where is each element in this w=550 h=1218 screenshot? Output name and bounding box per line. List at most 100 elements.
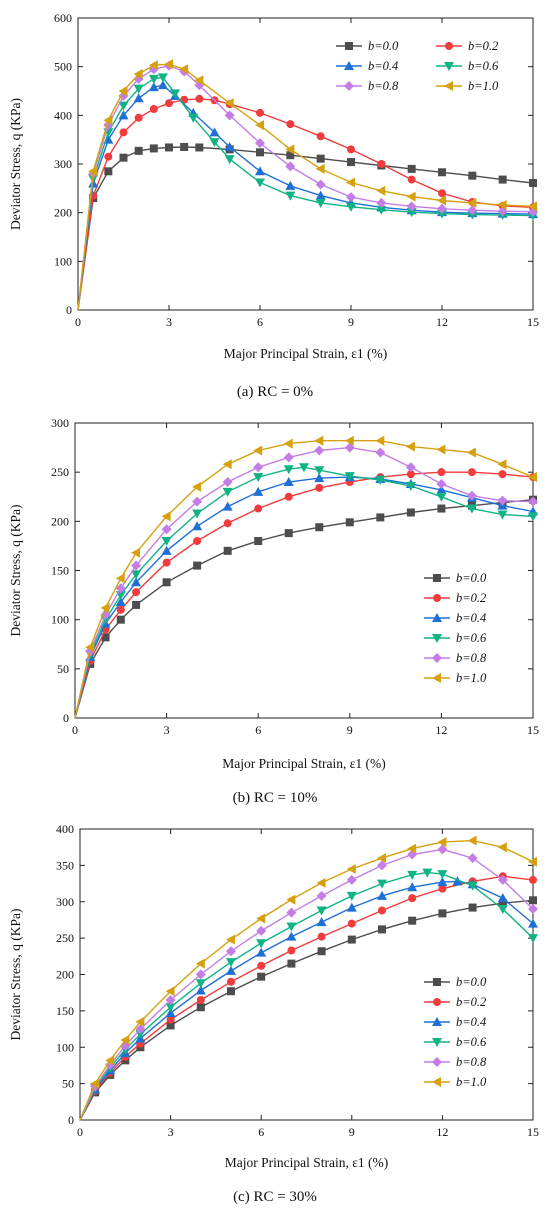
x-tick-label: 15 bbox=[527, 315, 539, 329]
legend-label: b=1.0 bbox=[468, 79, 499, 93]
data-point bbox=[317, 932, 326, 941]
legend-marker bbox=[432, 1017, 442, 1026]
panel-caption: (a) RC = 0% bbox=[237, 384, 313, 400]
data-point bbox=[195, 94, 204, 103]
data-point bbox=[195, 969, 206, 980]
data-point bbox=[283, 452, 294, 463]
data-point bbox=[134, 146, 143, 155]
data-point bbox=[466, 504, 477, 514]
data-point bbox=[497, 199, 507, 210]
data-point bbox=[406, 191, 416, 202]
legend-label: b=0.4 bbox=[456, 1015, 486, 1029]
data-point bbox=[285, 191, 296, 201]
data-point bbox=[467, 205, 478, 216]
data-point bbox=[317, 947, 326, 956]
data-point bbox=[438, 909, 447, 918]
data-point bbox=[195, 143, 204, 152]
x-tick-label: 12 bbox=[436, 315, 448, 329]
series-line bbox=[79, 848, 534, 1121]
legend: b=0.0 b=0.2 b=0.4 b=0.6 b=0.8 b=1.0 bbox=[424, 571, 487, 685]
y-axis-label: Deviator Stress, q (KPa) bbox=[8, 505, 23, 637]
y-tick-label: 600 bbox=[54, 11, 72, 25]
data-point bbox=[157, 80, 168, 90]
data-point bbox=[164, 59, 173, 70]
data-point bbox=[528, 472, 537, 483]
y-tick-label: 500 bbox=[54, 60, 72, 74]
legend-label: b=0.4 bbox=[368, 59, 398, 73]
data-point bbox=[405, 481, 416, 491]
data-point bbox=[255, 120, 264, 131]
data-point bbox=[161, 511, 171, 522]
data-point bbox=[254, 537, 263, 545]
data-point bbox=[284, 529, 293, 538]
y-tick-label: 300 bbox=[54, 157, 72, 171]
data-point bbox=[253, 486, 264, 496]
data-point bbox=[116, 605, 125, 614]
series-line bbox=[77, 146, 534, 311]
data-point bbox=[438, 168, 446, 177]
data-point bbox=[407, 882, 418, 892]
data-point bbox=[131, 560, 142, 571]
data-point bbox=[437, 468, 446, 477]
series-line bbox=[77, 98, 534, 311]
data-point bbox=[133, 93, 144, 103]
series-line bbox=[77, 84, 534, 311]
legend: b=0.0 b=0.2 b=0.4 b=0.6 b=0.8 b=1.0 bbox=[336, 39, 499, 93]
y-tick-label: 200 bbox=[56, 968, 74, 982]
y-tick-label: 250 bbox=[56, 931, 74, 945]
series-line bbox=[74, 471, 534, 719]
data-point bbox=[165, 143, 173, 152]
x-tick-label: 12 bbox=[436, 1125, 448, 1139]
data-point bbox=[315, 198, 326, 208]
y-tick-label: 150 bbox=[56, 1004, 74, 1018]
data-point bbox=[437, 870, 448, 880]
data-point bbox=[286, 931, 297, 941]
y-tick-label: 200 bbox=[51, 514, 69, 528]
data-point bbox=[116, 615, 125, 624]
legend-marker bbox=[432, 1038, 442, 1047]
data-point bbox=[376, 197, 387, 208]
data-point bbox=[346, 202, 356, 212]
series-b=0.8 bbox=[74, 442, 538, 719]
x-tick-label: 9 bbox=[348, 315, 354, 329]
series-b=1.0 bbox=[79, 835, 537, 1121]
data-point bbox=[165, 1003, 176, 1013]
data-point bbox=[436, 444, 446, 455]
data-point bbox=[346, 864, 356, 875]
x-axis-label: Major Principal Strain, ε1 (%) bbox=[224, 346, 388, 361]
data-point bbox=[105, 1055, 115, 1066]
series-line bbox=[77, 63, 534, 311]
y-tick-label: 250 bbox=[51, 465, 69, 479]
data-point bbox=[135, 1024, 146, 1035]
legend-label: b=0.4 bbox=[456, 611, 486, 625]
legend-label: b=1.0 bbox=[456, 1075, 487, 1089]
data-point bbox=[100, 602, 110, 613]
data-point bbox=[285, 144, 295, 155]
data-point bbox=[406, 508, 415, 517]
y-tick-label: 350 bbox=[56, 858, 74, 872]
data-point bbox=[405, 462, 416, 473]
legend-marker bbox=[433, 594, 441, 602]
data-point bbox=[90, 1078, 100, 1089]
data-point bbox=[256, 939, 267, 949]
legend-label: b=1.0 bbox=[456, 671, 487, 685]
data-point bbox=[283, 477, 294, 486]
data-point bbox=[193, 537, 202, 545]
data-point bbox=[132, 600, 141, 609]
data-point bbox=[347, 158, 355, 167]
data-point bbox=[436, 492, 447, 502]
y-tick-label: 0 bbox=[63, 711, 69, 725]
x-axis-label: Major Principal Strain, ε1 (%) bbox=[222, 756, 386, 771]
data-point bbox=[286, 120, 295, 129]
data-point bbox=[315, 179, 326, 190]
data-point bbox=[528, 201, 537, 212]
data-point bbox=[467, 835, 477, 846]
data-point bbox=[115, 596, 126, 606]
data-point bbox=[283, 465, 294, 475]
data-point bbox=[132, 588, 141, 597]
data-point bbox=[222, 501, 233, 511]
data-point bbox=[283, 438, 293, 449]
